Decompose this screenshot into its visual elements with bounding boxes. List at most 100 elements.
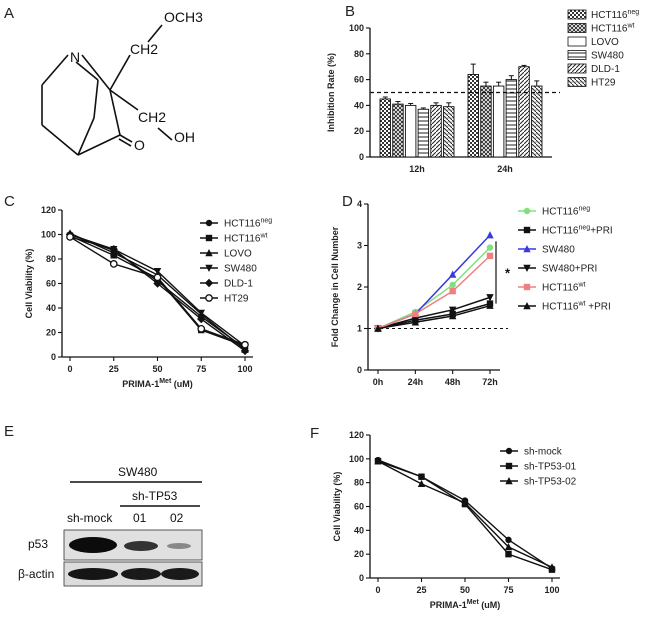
c-point-5-1 (109, 260, 118, 268)
c-legend-label-3: SW480 (224, 264, 257, 275)
b-bar-12h-4 (430, 104, 442, 158)
c-y-title: Cell Viability (%) (24, 249, 34, 319)
b-y-tick-label-5: 100 (349, 23, 364, 33)
c-legend-marker-1 (205, 234, 213, 242)
b-legend-swatch-5 (567, 77, 587, 87)
d-legend-label-4: HCT116wt (542, 282, 586, 294)
f-legend-marker-1 (505, 462, 513, 470)
b-legend-label-3: SW480 (591, 51, 624, 62)
d-point-4-2 (449, 287, 456, 295)
d-x-tick-label-0: 0h (373, 377, 384, 387)
d-y-tick-label-4: 4 (357, 199, 362, 209)
c-legend-label-0: HCT116neg (224, 218, 272, 230)
wb-band-actin-mock (68, 568, 118, 580)
c-y-tick-label-3: 60 (46, 279, 56, 289)
d-legend-label-2: SW480 (542, 245, 575, 256)
b-legend-label-0: HCT116neg (591, 9, 639, 21)
panel-label-d: D (342, 193, 353, 210)
b-y-tick-label-2: 40 (354, 100, 364, 110)
panel-label-b: B (345, 3, 355, 20)
b-y-tick-label-4: 80 (354, 49, 364, 59)
f-y-tick-label-0: 0 (359, 573, 364, 583)
b-y-tick-label-1: 20 (354, 126, 364, 136)
wb-row-label-actin: β-actin (18, 567, 54, 581)
c-x-tick-label-0: 0 (67, 364, 72, 374)
wb-cell-line: SW480 (118, 465, 158, 479)
d-x-tick-label-1: 24h (408, 377, 424, 387)
f-x-tick-label-4: 100 (544, 585, 559, 595)
b-legend-label-2: LOVO (591, 37, 619, 48)
d-y-tick-label-2: 2 (357, 282, 362, 292)
b-bar-24h-1 (480, 85, 492, 158)
panel-label-f: F (310, 425, 319, 442)
c-point-5-2 (153, 273, 162, 282)
d-y-title: Fold Change in Cell Number (330, 226, 340, 347)
panel-d: D 0 1 2 3 4 0h 24h 48h 72h Fold Change in Cell Nu… (330, 193, 613, 387)
wb-sh-group: sh-TP53 (132, 489, 178, 503)
f-x-tick-label-2: 50 (460, 585, 470, 595)
d-point-4-1 (412, 310, 419, 318)
b-bar-12h-2 (404, 104, 417, 158)
c-legend-label-1: HCT116wt (224, 233, 268, 245)
c-y-tick-label-5: 100 (41, 230, 56, 240)
c-x-tick-label-3: 75 (196, 364, 206, 374)
panel-label-a: A (4, 5, 14, 22)
d-x-tick-label-2: 48h (445, 377, 461, 387)
b-legend-swatch-3 (567, 50, 587, 60)
wb-band-actin-01 (121, 568, 161, 580)
d-point-4-3 (486, 252, 494, 260)
b-bar-12h-5 (443, 106, 455, 158)
c-legend-label-5: HT29 (224, 294, 249, 305)
c-y-tick-label-1: 20 (46, 328, 56, 338)
atom-o: O (134, 137, 145, 153)
d-y-tick-label-1: 1 (357, 324, 362, 334)
wb-band-p53-01 (124, 541, 158, 551)
c-legend-marker-0 (205, 219, 213, 227)
c-legend-label-2: LOVO (224, 249, 252, 260)
d-series-line-5 (377, 304, 491, 330)
panel-f: F 0 20 40 60 80 100 120 0 25 50 75 100 Cell Viabilit… (310, 425, 577, 610)
molecule-structure (41, 24, 173, 156)
c-y-tick-label-6: 120 (41, 205, 56, 215)
f-x-tick-label-3: 75 (503, 585, 513, 595)
c-legend-marker-5 (205, 294, 213, 302)
wb-band-actin-02 (161, 568, 199, 580)
d-legend-marker-2 (523, 245, 531, 253)
panel-label-e: E (4, 423, 14, 440)
d-point-5-3 (486, 301, 494, 309)
d-point-5-2 (448, 312, 457, 320)
d-legend-marker-0 (523, 207, 531, 215)
f-point-2-2 (461, 498, 469, 507)
f-y-tick-label-1: 20 (354, 549, 364, 559)
b-bar-24h-0 (467, 73, 479, 158)
d-point-5-0 (374, 324, 382, 332)
c-x-tick-label-4: 100 (237, 364, 252, 374)
d-legend-marker-3 (523, 264, 531, 272)
b-y-title: Inhibition Rate (%) (326, 53, 336, 132)
c-legend-marker-3 (205, 264, 213, 272)
c-legend-label-4: DLD-1 (224, 279, 253, 290)
f-y-tick-label-4: 80 (354, 478, 364, 488)
b-x-tick-label-1: 24h (497, 164, 513, 174)
c-point-4-3 (197, 314, 206, 324)
d-point-2-2 (448, 270, 457, 278)
b-legend-label-4: DLD-1 (591, 64, 620, 75)
f-y-tick-label-6: 120 (349, 430, 364, 440)
c-legend-marker-4 (204, 278, 214, 288)
c-y-tick-label-2: 40 (46, 303, 56, 313)
c-point-3-2 (153, 268, 162, 276)
f-legend-marker-0 (505, 447, 513, 455)
f-y-tick-label-3: 60 (354, 502, 364, 512)
panel-label-c: C (4, 193, 15, 210)
wb-row-label-p53: p53 (28, 537, 48, 551)
c-series-line-4 (69, 233, 246, 352)
f-point-1-1 (418, 473, 425, 480)
d-legend-label-1: HCT116neg+PRI (542, 225, 613, 237)
f-y-title: Cell Viability (%) (332, 472, 342, 542)
b-bar-24h-5 (531, 85, 543, 158)
c-x-tick-label-1: 25 (109, 364, 119, 374)
d-series-line-0 (377, 247, 491, 330)
b-legend-swatch-4 (567, 63, 587, 74)
f-point-0-3 (505, 536, 512, 544)
